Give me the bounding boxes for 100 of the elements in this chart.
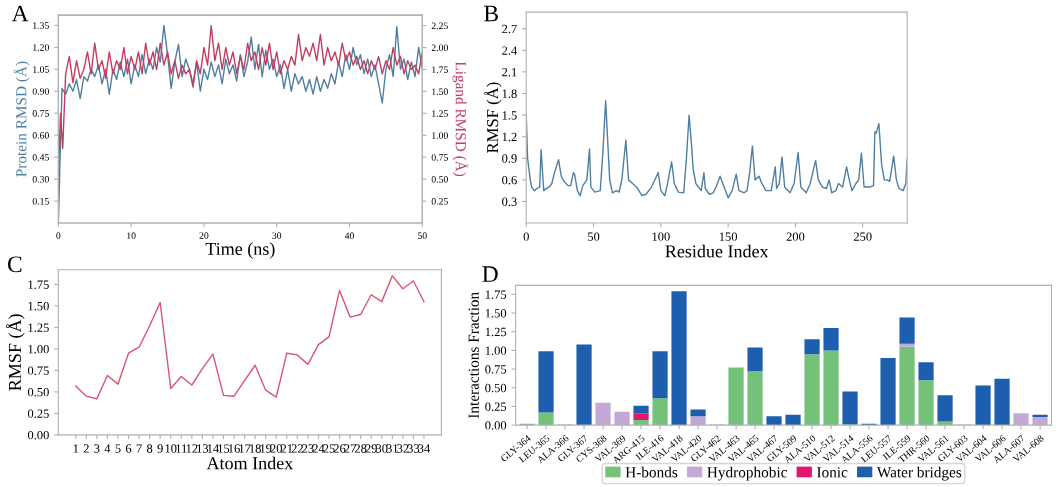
y-tick-label: 1.75 <box>28 280 49 289</box>
y-tick-label: 0.30 <box>32 176 49 183</box>
bar <box>804 354 820 426</box>
y-tick-label: 1.8 <box>502 89 517 99</box>
y-axis-title: RMSF (Å) <box>484 82 502 154</box>
y2-tick-label: 2.25 <box>431 22 448 30</box>
bar <box>899 346 915 426</box>
bar <box>633 405 649 414</box>
y2-tick-label: 2.00 <box>431 44 448 52</box>
x-tick-label: 0 <box>56 232 61 239</box>
y-tick-label: 1.00 <box>28 344 49 354</box>
y2-tick-label: 0.75 <box>431 154 448 161</box>
bar <box>690 416 706 426</box>
y2-tick-label: 1.75 <box>432 66 448 74</box>
y-tick-label: 0.25 <box>27 409 49 418</box>
y-tick-label: 0.9 <box>502 154 517 163</box>
bar <box>880 357 896 426</box>
y-tick-label: 0.60 <box>32 132 49 139</box>
x-tick-label: 10 <box>127 232 136 239</box>
bar <box>538 412 554 426</box>
x-tick-label: 34 <box>418 444 431 453</box>
x-tick-label: 11 <box>176 444 187 453</box>
y2-tick-label: 1.50 <box>432 88 448 95</box>
y-tick-label: 1.00 <box>485 346 507 355</box>
x-tick-label: 31 <box>386 444 398 453</box>
bar <box>690 409 706 417</box>
x-tick-label: 6 <box>125 444 132 453</box>
bar <box>1032 416 1048 426</box>
chart-title: D <box>482 266 498 282</box>
bar <box>633 413 649 420</box>
y-tick-label: 0.75 <box>32 110 49 117</box>
bar <box>975 385 991 426</box>
bar <box>842 391 858 425</box>
chart-title: C <box>7 256 22 273</box>
x-tick-label: 23 <box>302 444 314 453</box>
x-axis-title: Residue Index <box>665 244 769 258</box>
x-tick-label: 150 <box>719 232 738 241</box>
x-tick-label: 17 <box>239 444 251 453</box>
y-tick-label: 0.25 <box>485 402 507 411</box>
y-tick-label: 0.3 <box>502 197 517 206</box>
x-tick-label: 50 <box>588 232 600 241</box>
y2-axis-title: Ligand RMSD (Å) <box>452 61 469 177</box>
line-series <box>75 275 425 400</box>
y-axis-title: RMSF (Å) <box>5 314 25 391</box>
chart-title: A <box>11 5 29 22</box>
x-tick-label: 50 <box>417 232 427 239</box>
bar <box>899 317 915 344</box>
bar <box>671 291 687 426</box>
bar <box>1013 413 1029 426</box>
x-tick-label: 14 <box>207 444 219 453</box>
bar <box>728 367 744 426</box>
x-tick-label: 9 <box>157 444 163 453</box>
y-tick-label: 1.20 <box>33 44 49 51</box>
y-tick-label: 0.00 <box>27 430 49 440</box>
x-axis-title: Atom Index <box>206 456 294 470</box>
x-tick-label: 5 <box>115 444 121 453</box>
bar <box>937 395 953 422</box>
y-tick-label: 1.25 <box>485 327 507 337</box>
x-tick-label: 0 <box>523 232 529 241</box>
bar <box>918 380 934 426</box>
y-tick-label: 1.75 <box>485 290 507 299</box>
bar <box>652 351 668 399</box>
y-tick-label: 0.45 <box>32 154 49 161</box>
y2-tick-label: 1.00 <box>432 132 448 139</box>
legend-label: H-bonds <box>625 466 678 478</box>
bar <box>899 343 915 347</box>
x-tick-label: 26 <box>333 444 346 453</box>
x-tick-label: 8 <box>146 444 153 453</box>
x-tick-label: 27 <box>344 444 356 453</box>
line-series <box>526 100 908 199</box>
y-tick-label: 2.7 <box>502 24 517 34</box>
y-tick-label: 0.75 <box>27 366 49 375</box>
y-axis-title: Interactions Fraction <box>468 292 479 419</box>
x-tick-label: 24 <box>312 444 325 453</box>
y-tick-label: 1.5 <box>502 111 517 120</box>
x-tick-label: 7 <box>136 444 142 453</box>
x-axis-title: Time (ns) <box>205 242 275 259</box>
y-tick-label: 1.25 <box>28 323 49 332</box>
bar <box>918 362 934 381</box>
y-tick-label: 1.50 <box>485 309 507 318</box>
x-tick-label: 100 <box>652 232 670 241</box>
bar <box>747 371 763 426</box>
y-tick-label: 0.00 <box>485 421 507 430</box>
bar <box>1032 414 1048 417</box>
x-tick-label: 32 <box>397 444 409 453</box>
bar <box>538 351 554 413</box>
x-tick-label: 29 <box>365 444 377 453</box>
bar <box>633 419 649 426</box>
x-tick-label: 22 <box>291 444 303 453</box>
x-tick-label: 12 <box>186 444 198 453</box>
y-tick-label: 1.2 <box>502 132 517 142</box>
bar <box>766 416 782 426</box>
x-tick-label: 28 <box>354 444 367 453</box>
x-tick-label: 4 <box>104 444 111 453</box>
bar <box>804 339 820 355</box>
y2-tick-label: 0.25 <box>431 198 448 205</box>
bar <box>823 350 839 426</box>
bar <box>747 347 763 372</box>
y-tick-label: 0.50 <box>27 387 49 397</box>
y-tick-label: 1.50 <box>28 301 49 311</box>
